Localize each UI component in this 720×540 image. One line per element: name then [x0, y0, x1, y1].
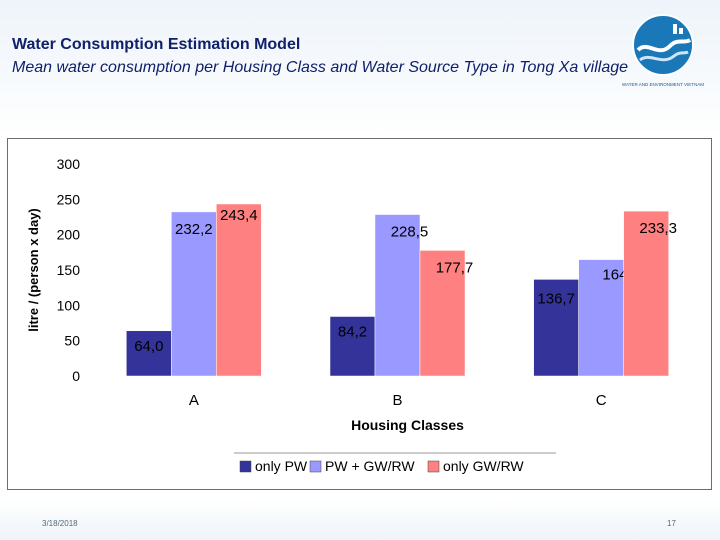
legend-item: only GW/RW — [443, 458, 524, 474]
y-tick-label: 300 — [57, 156, 81, 172]
bar-only-gw-rw-a — [216, 203, 262, 377]
slide-subtitle: Mean water consumption per Housing Class… — [12, 59, 629, 76]
bar-only-gw-rw-b — [419, 250, 466, 377]
header-background — [0, 0, 720, 135]
y-tick-label: 50 — [64, 333, 80, 349]
data-label: 243,4 — [220, 207, 258, 224]
slide-date: 3/18/2018 — [42, 519, 78, 528]
bar-pw-gw-rw-b — [374, 214, 421, 377]
y-tick-label: 150 — [57, 262, 81, 278]
data-label: 64,0 — [134, 338, 163, 355]
bar-pw-gw-rw-c — [578, 259, 624, 377]
legend-item: only PW — [255, 458, 308, 474]
slide-title: Water Consumption Estimation Model — [12, 36, 301, 53]
footer-background — [0, 500, 720, 540]
logo-text: WATER AND ENVIRONMENT VIETNAM — [622, 82, 704, 87]
y-tick-label: 100 — [57, 297, 81, 313]
y-tick-label: 200 — [57, 227, 81, 243]
data-label: 84,2 — [338, 323, 367, 340]
bar-only-pw-c — [533, 279, 579, 377]
organization-logo-icon: WATER AND ENVIRONMENT VIETNAM — [622, 14, 704, 87]
y-tick-label: 0 — [72, 368, 80, 384]
bar-chart: 0 50 100 150 200 250 300 litre / (person x day)… — [26, 156, 677, 474]
x-tick-label: A — [189, 392, 199, 409]
bar-only-gw-rw-c — [623, 210, 669, 377]
x-axis-label: Housing Classes — [351, 417, 464, 433]
data-label: 177,7 — [436, 259, 474, 276]
legend-swatch — [427, 460, 440, 473]
bar-only-pw-a — [126, 330, 172, 377]
x-tick-label: B — [392, 392, 402, 409]
page-number: 17 — [667, 519, 676, 528]
y-tick-label: 250 — [57, 191, 81, 207]
legend-swatch — [239, 460, 252, 473]
bar-only-pw-b — [329, 316, 376, 377]
bar-pw-gw-rw-a — [171, 211, 217, 377]
legend-swatch — [309, 460, 322, 473]
y-axis-label: litre / (person x day) — [26, 208, 41, 332]
x-tick-label: C — [596, 392, 607, 409]
data-label: 233,3 — [639, 220, 677, 237]
data-label: 232,2 — [175, 221, 213, 238]
data-label: 228,5 — [391, 224, 429, 241]
data-label: 136,7 — [537, 290, 575, 307]
chart-frame: 0 50 100 150 200 250 300 litre / (person x day)… — [7, 138, 712, 490]
legend-item: PW + GW/RW — [325, 458, 415, 474]
